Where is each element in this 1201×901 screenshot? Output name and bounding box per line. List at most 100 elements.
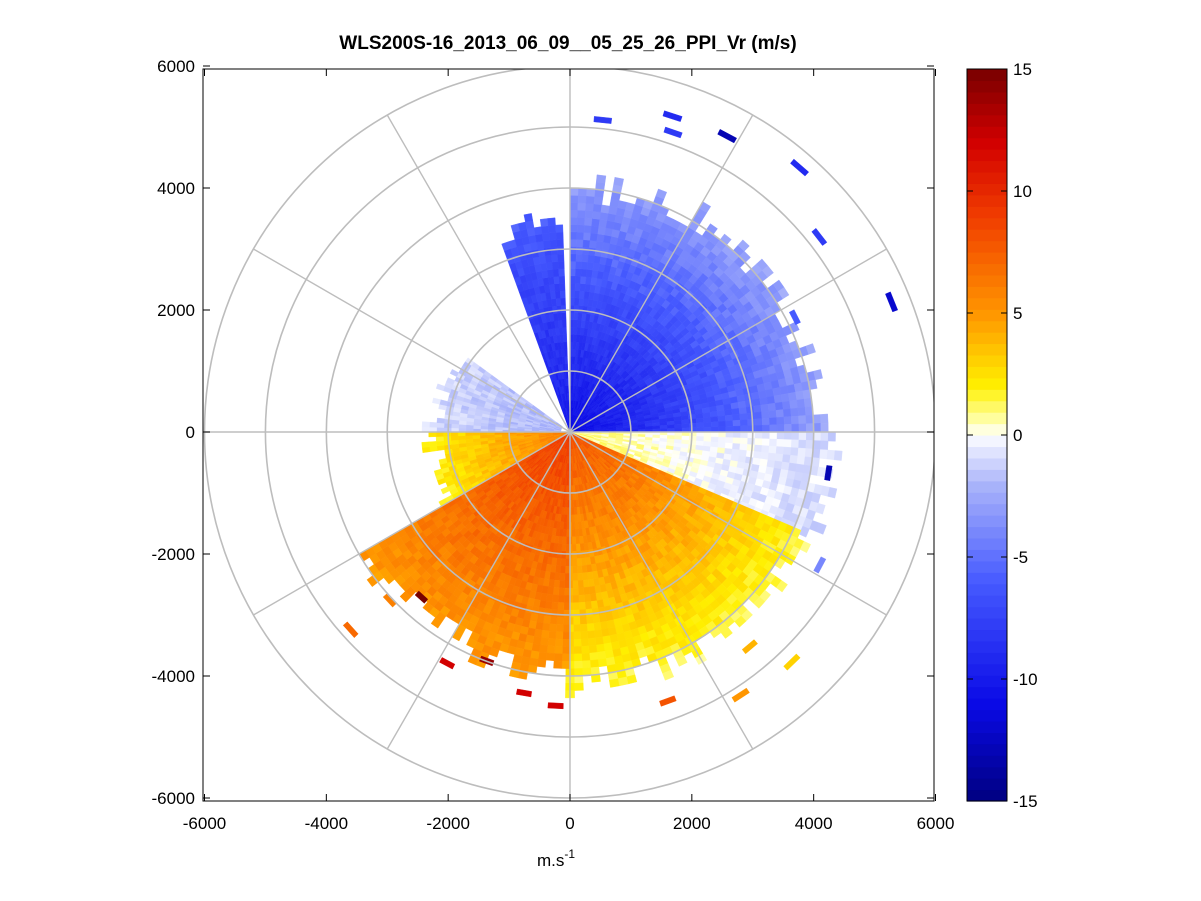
range-gate — [574, 275, 582, 284]
range-gate — [588, 644, 598, 654]
range-gate — [556, 616, 564, 625]
range-gate — [766, 395, 776, 405]
x-tick-label: 0 — [565, 814, 574, 833]
range-gate — [740, 425, 749, 433]
range-gate — [753, 451, 762, 460]
range-gate — [760, 451, 769, 461]
range-gate — [574, 682, 584, 691]
range-gate — [565, 558, 571, 567]
range-gate — [556, 246, 564, 255]
range-gate — [598, 613, 607, 623]
range-gate — [703, 416, 712, 423]
range-gate — [565, 370, 569, 379]
y-tick-label: -6000 — [152, 789, 195, 808]
range-gate — [780, 461, 790, 471]
range-gate — [673, 420, 683, 425]
range-gate — [703, 426, 712, 433]
range-gate — [767, 452, 777, 462]
x-axis-label: m.s-1 — [537, 847, 575, 870]
colorbar-swatch — [967, 778, 1007, 791]
range-gate — [576, 231, 585, 240]
range-gate — [569, 209, 578, 218]
range-gate — [550, 246, 558, 256]
range-gate — [436, 422, 445, 428]
range-gate — [725, 431, 734, 438]
range-gate — [718, 436, 727, 444]
range-gate — [575, 261, 583, 270]
range-gate — [584, 210, 594, 219]
range-gate — [581, 645, 590, 654]
range-gate — [582, 246, 590, 256]
range-gate — [702, 412, 711, 419]
range-gate — [580, 550, 586, 559]
range-gate — [537, 651, 548, 661]
range-gate — [558, 319, 563, 328]
range-gate — [584, 217, 593, 226]
range-gate — [782, 400, 791, 410]
range-gate — [536, 658, 547, 668]
range-gate — [574, 521, 579, 530]
range-gate — [556, 305, 562, 314]
range-gate — [754, 425, 763, 433]
range-gate — [573, 624, 581, 633]
range-gate — [747, 431, 756, 439]
range-gate — [768, 445, 777, 454]
range-gate — [569, 224, 578, 233]
range-gate — [559, 572, 566, 581]
range-gate — [788, 462, 798, 473]
range-gate — [576, 550, 582, 559]
range-gate — [761, 417, 770, 426]
range-gate — [774, 401, 784, 411]
range-gate — [784, 424, 792, 433]
range-gate — [564, 565, 571, 574]
colorbar-swatch — [967, 743, 1007, 756]
range-gate — [541, 232, 551, 242]
range-gate — [754, 438, 763, 446]
range-gate — [547, 702, 564, 710]
range-gate — [558, 275, 566, 284]
range-gate — [523, 213, 533, 223]
range-gate — [561, 661, 571, 669]
range-gate — [747, 438, 756, 446]
range-gate — [548, 623, 557, 632]
range-gate — [696, 427, 705, 433]
range-gate — [533, 226, 543, 236]
range-gate — [718, 420, 727, 428]
range-gate — [574, 297, 580, 306]
range-gate — [754, 431, 763, 439]
range-gate — [746, 444, 755, 452]
range-gate — [531, 643, 541, 653]
range-gate — [549, 616, 558, 625]
y-tick-label: -2000 — [152, 545, 195, 564]
range-gate — [681, 419, 690, 425]
range-gate — [569, 239, 577, 247]
range-gate — [740, 431, 749, 439]
range-gate — [560, 551, 567, 560]
range-gate — [550, 608, 558, 618]
range-gate — [761, 410, 770, 419]
range-gate — [561, 543, 567, 552]
range-gate — [576, 246, 584, 255]
range-gate — [429, 426, 437, 433]
range-gate — [479, 434, 488, 439]
range-gate — [561, 319, 567, 328]
range-gate — [569, 290, 576, 299]
range-gate — [538, 255, 547, 265]
range-gate — [569, 246, 577, 255]
range-gate — [569, 275, 576, 284]
range-gate — [769, 417, 778, 426]
range-gate — [582, 572, 589, 581]
range-gate — [798, 423, 807, 433]
range-gate — [798, 439, 807, 449]
range-gate — [571, 529, 576, 538]
range-gate — [806, 423, 814, 433]
range-gate — [562, 326, 567, 335]
range-gate — [569, 187, 579, 196]
range-gate — [436, 440, 445, 447]
range-gate — [790, 407, 799, 417]
range-gate — [601, 628, 610, 638]
range-gate — [557, 261, 565, 270]
range-gate — [537, 248, 546, 257]
range-gate — [563, 595, 571, 604]
range-gate — [783, 416, 792, 425]
